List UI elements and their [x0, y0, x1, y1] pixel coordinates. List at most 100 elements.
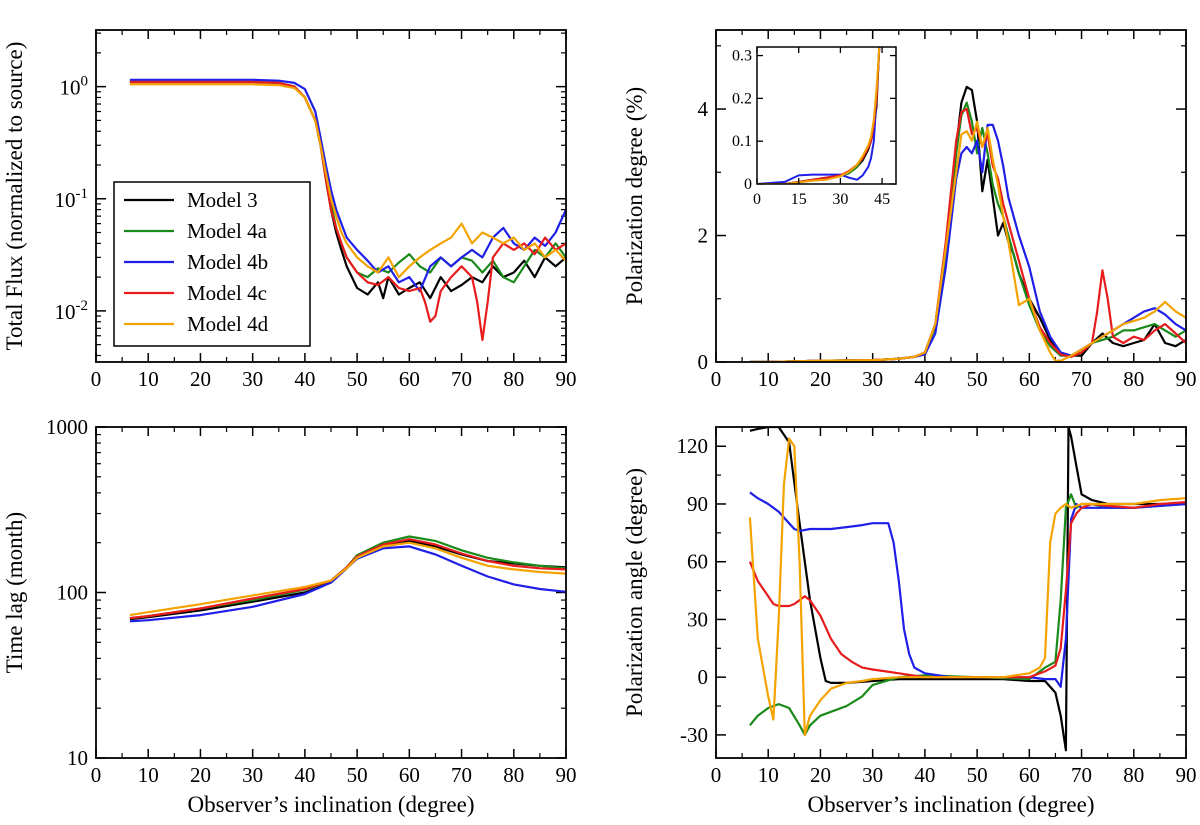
x-tick-label: 20	[190, 367, 211, 391]
inset-y-tick-label: 0.3	[732, 48, 752, 65]
series-model-4d-line	[129, 541, 566, 617]
series-model-4a-line	[749, 493, 1186, 737]
y-tick-exponent: 0	[81, 74, 89, 90]
x-tick-label: 0	[91, 367, 102, 391]
x-tick-label: 30	[242, 763, 263, 787]
inset-frame	[756, 46, 897, 185]
series-model-4c-line	[129, 538, 566, 620]
x-tick-label: 40	[294, 367, 315, 391]
inset-y-tick-label: 0.2	[732, 90, 752, 107]
inset-y-tick-label: 0.1	[732, 133, 752, 150]
x-tick-label: 70	[451, 367, 472, 391]
x-tick-label: 90	[556, 763, 577, 787]
legend-label-model-4b: Model 4b	[187, 250, 268, 274]
y-tick-base: 10	[55, 188, 76, 212]
y-tick-label: 30	[687, 607, 708, 631]
x-tick-label: 10	[138, 367, 159, 391]
y-tick-label: 10	[67, 746, 88, 770]
x-tick-label: 60	[1019, 367, 1040, 391]
y-tick-label: 120	[677, 434, 709, 458]
y-tick-label: 90	[687, 492, 708, 516]
x-tick-label: 60	[1019, 763, 1040, 787]
plot-frame	[95, 426, 567, 759]
x-tick-label: 40	[914, 763, 935, 787]
series-model-4d-line	[749, 120, 1186, 362]
x-axis-title: Observer’s inclination (degree)	[188, 792, 475, 817]
y-tick-label: -30	[680, 723, 708, 747]
y-tick-exponent: -2	[76, 298, 89, 314]
x-tick-label: 20	[810, 763, 831, 787]
legend-label-model-4d: Model 4d	[187, 312, 269, 336]
y-axis-title: Polarization angle (degree)	[622, 468, 647, 717]
x-tick-label: 20	[810, 367, 831, 391]
series-group	[129, 78, 566, 342]
inset-background	[757, 47, 896, 184]
plot-frame	[95, 29, 567, 363]
x-tick-label: 30	[862, 763, 883, 787]
y-tick-label: 10-2	[55, 298, 89, 324]
x-tick-label: 0	[711, 763, 722, 787]
y-tick-label: 10-1	[55, 186, 89, 212]
x-tick-label: 80	[1123, 367, 1144, 391]
y-tick-label: 4	[698, 97, 709, 121]
x-tick-label: 70	[451, 763, 472, 787]
plot-frame	[715, 426, 1187, 759]
x-tick-label: 50	[967, 367, 988, 391]
y-tick-label: 100	[57, 581, 89, 605]
x-tick-label: 0	[91, 763, 102, 787]
plot-frame	[715, 29, 1187, 363]
x-tick-label: 90	[1176, 763, 1197, 787]
y-axis-title: Time lag (month)	[2, 512, 27, 673]
series-model-4b-line	[129, 545, 566, 623]
series-group	[748, 427, 1186, 752]
y-tick-base: 10	[55, 300, 76, 324]
legend-label-model-4c: Model 4c	[187, 281, 267, 305]
panel-polarization-angle: 0 10 20 30 40 50 60 70 80 90-300306090120Polariza…	[622, 426, 1197, 817]
x-tick-label: 90	[1176, 367, 1197, 391]
x-tick-label: 20	[190, 763, 211, 787]
legend-box	[113, 181, 311, 347]
series-model-3-line	[749, 427, 1186, 752]
legend-label-model-4a: Model 4a	[187, 219, 268, 243]
series-model-4b-line	[749, 491, 1186, 688]
inset-series-model-4b-line	[757, 47, 881, 184]
inset-panel: 0 15 30 45 0 0.1 0.2 0.3	[732, 46, 897, 208]
inset-x-tick-label: 45	[874, 191, 890, 208]
x-tick-label: 30	[862, 367, 883, 391]
x-tick-label: 40	[914, 367, 935, 391]
series-group	[749, 85, 1186, 362]
x-tick-label: 10	[138, 763, 159, 787]
inset-x-tick-label: 0	[753, 191, 761, 208]
x-tick-label: 80	[503, 763, 524, 787]
x-tick-label: 80	[503, 367, 524, 391]
y-tick-base: 10	[60, 76, 81, 100]
x-tick-label: 70	[1071, 367, 1092, 391]
series-model-4d-line	[748, 437, 1186, 737]
y-axis-title: Polarization degree (%)	[622, 87, 647, 305]
y-axis-title: Total Flux (normalized to source)	[2, 42, 27, 351]
legend-label-model-3: Model 3	[187, 188, 258, 212]
inset-series-group	[757, 47, 881, 184]
y-tick-label: 2	[698, 224, 709, 248]
x-tick-label: 10	[758, 367, 779, 391]
x-tick-label: 70	[1071, 763, 1092, 787]
x-tick-label: 50	[347, 367, 368, 391]
series-group	[129, 535, 566, 623]
x-tick-label: 10	[758, 763, 779, 787]
x-tick-label: 50	[347, 763, 368, 787]
x-tick-label: 30	[242, 367, 263, 391]
y-tick-exponent: -1	[76, 186, 89, 202]
x-axis-title: Observer’s inclination (degree)	[808, 792, 1095, 817]
series-model-4c-line	[748, 501, 1186, 679]
x-tick-label: 40	[294, 763, 315, 787]
x-tick-label: 60	[399, 367, 420, 391]
y-tick-label: 1000	[46, 415, 88, 439]
series-model-4d-line	[129, 83, 566, 279]
panel-polarization-degree: 0 10 20 30 40 50 60 70 80 90 0 2 4 Polarization degre…	[622, 29, 1197, 391]
y-tick-label: 0	[698, 350, 709, 374]
y-tick-label: 0	[698, 665, 709, 689]
x-tick-label: 0	[711, 367, 722, 391]
inset-x-tick-label: 15	[791, 191, 807, 208]
